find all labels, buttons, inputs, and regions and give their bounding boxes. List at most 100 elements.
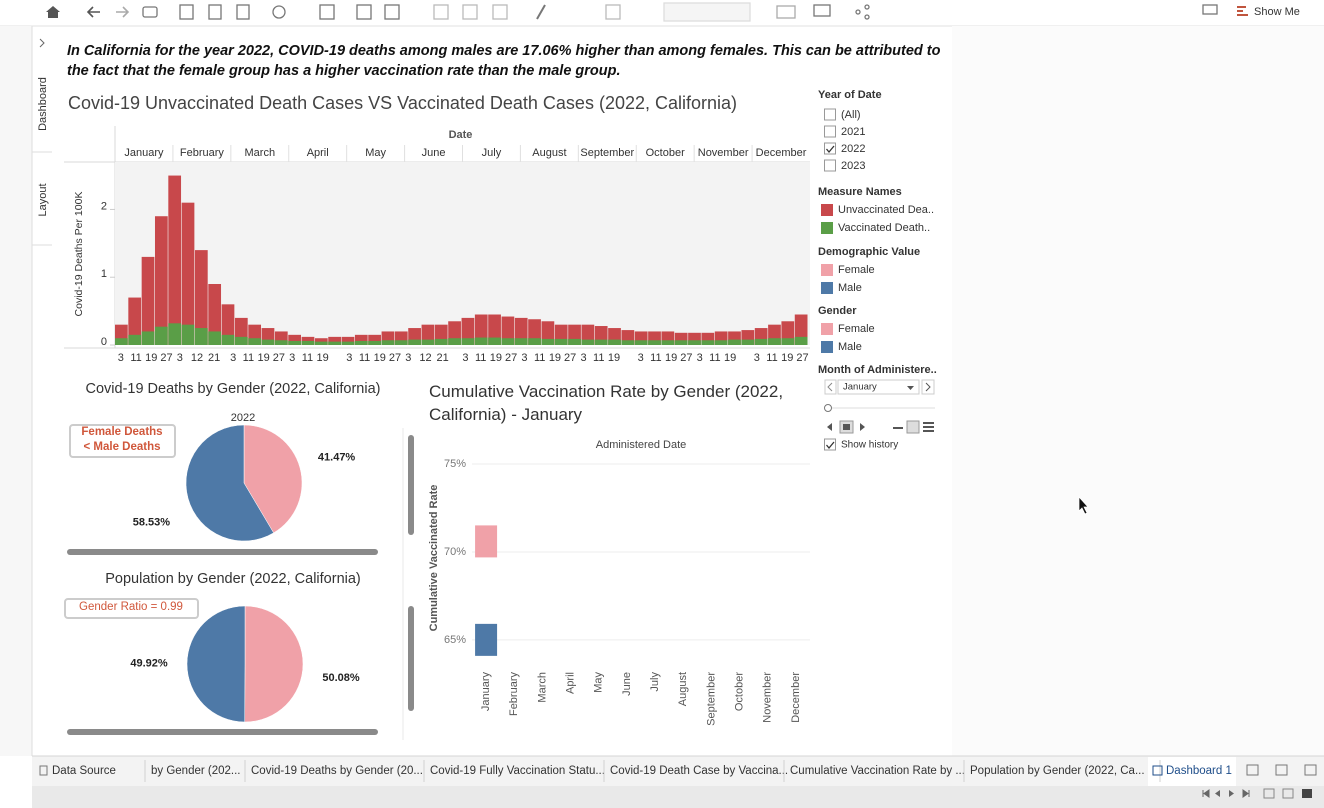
side-tab[interactable]: Dashboard <box>37 77 49 131</box>
x-axis-title: Administered Date <box>596 439 687 451</box>
chart-title: Cumulative Vaccination Rate by Gender (2… <box>429 382 784 424</box>
sheet-tab[interactable]: Population by Gender (2022, Ca... <box>970 765 1145 777</box>
sheet-tab[interactable]: Dashboard 1 <box>1166 765 1232 777</box>
bar <box>128 297 142 345</box>
expand-arrow[interactable] <box>39 38 45 48</box>
bar <box>314 341 328 345</box>
icon[interactable] <box>855 9 861 15</box>
view[interactable] <box>1263 788 1275 799</box>
show-me-icon[interactable] <box>1237 6 1248 16</box>
filter-option[interactable]: (All) <box>841 109 861 121</box>
speed[interactable] <box>923 422 934 424</box>
view[interactable] <box>1302 789 1312 798</box>
sheet-tab[interactable]: Covid-19 Fully Vaccination Statu... <box>430 765 605 777</box>
icon[interactable] <box>384 4 400 20</box>
x-tick-label: 19 <box>724 352 736 364</box>
show-me[interactable]: Show Me <box>1254 6 1300 18</box>
icon[interactable] <box>142 6 158 18</box>
new-sheet-button[interactable] <box>1275 764 1288 776</box>
bar <box>794 336 808 345</box>
back[interactable] <box>827 423 832 431</box>
v-scrollbar[interactable] <box>408 606 414 711</box>
icon[interactable] <box>433 4 449 20</box>
bar <box>741 339 755 345</box>
next-button[interactable] <box>921 379 935 395</box>
view[interactable] <box>1282 788 1294 799</box>
v-scrollbar[interactable] <box>408 435 414 535</box>
icon[interactable] <box>776 5 796 19</box>
icon[interactable] <box>319 4 335 20</box>
bar <box>115 338 128 345</box>
redo-icon[interactable] <box>116 6 130 18</box>
bar <box>461 338 475 345</box>
undo-icon[interactable] <box>86 6 100 18</box>
icon[interactable] <box>236 4 250 20</box>
icon[interactable] <box>536 4 546 20</box>
first[interactable] <box>1202 789 1210 798</box>
sheet-tab[interactable]: Covid-19 Death Case by Vaccina... <box>610 765 788 777</box>
bar <box>661 340 675 345</box>
bar <box>448 338 461 345</box>
icon[interactable] <box>208 4 222 20</box>
stop[interactable] <box>843 424 850 430</box>
home-icon[interactable] <box>46 6 60 18</box>
dropdown[interactable] <box>663 2 751 22</box>
legend-swatch <box>821 264 833 276</box>
x-tick-label: 11 <box>650 352 661 364</box>
icon[interactable] <box>492 4 508 20</box>
icon[interactable] <box>272 5 286 19</box>
sheet-tab[interactable]: Covid-19 Deaths by Gender (20... <box>251 765 423 777</box>
filter-option[interactable]: 2023 <box>841 160 865 172</box>
forward[interactable] <box>860 423 865 431</box>
x-tick-label: 11 <box>130 352 141 364</box>
prev[interactable] <box>1215 790 1220 797</box>
month-dropdown[interactable] <box>837 379 920 395</box>
icon[interactable] <box>864 14 870 20</box>
toolbar-icons <box>142 2 1218 22</box>
bar <box>354 334 368 345</box>
month-label: April <box>307 147 329 159</box>
tab-icon <box>39 765 48 776</box>
bar <box>488 337 501 345</box>
bar <box>714 340 728 345</box>
new-sheet-button[interactable] <box>1246 764 1259 776</box>
icon[interactable] <box>605 4 621 20</box>
checkbox[interactable] <box>824 159 836 172</box>
prev-button[interactable] <box>824 379 837 395</box>
speed[interactable] <box>906 420 920 434</box>
sheet-tab[interactable]: Cumulative Vaccination Rate by ... <box>790 765 965 777</box>
h-scrollbar[interactable] <box>67 549 378 555</box>
next[interactable] <box>1229 790 1234 797</box>
icon[interactable] <box>864 4 870 10</box>
bar <box>301 340 315 345</box>
filter-option[interactable]: 2022 <box>841 143 865 155</box>
speed[interactable] <box>923 426 934 428</box>
icon[interactable] <box>1202 4 1218 15</box>
checkbox[interactable] <box>824 125 836 138</box>
checkbox[interactable] <box>824 438 836 451</box>
icon[interactable] <box>462 4 478 20</box>
bar <box>354 340 368 345</box>
speed[interactable] <box>923 430 934 432</box>
sheet-tab[interactable]: Data Source <box>52 765 116 777</box>
slider-thumb[interactable] <box>824 404 832 412</box>
bar <box>728 339 741 345</box>
filter-option[interactable]: 2021 <box>841 126 865 138</box>
show-history[interactable]: Show history <box>841 440 898 451</box>
h-scrollbar[interactable] <box>67 729 378 735</box>
icon[interactable] <box>813 4 831 17</box>
checkbox[interactable] <box>824 142 836 155</box>
icon[interactable] <box>356 4 372 20</box>
new-sheet-button[interactable] <box>1304 764 1317 776</box>
last[interactable] <box>1242 789 1250 798</box>
y-tick-label: 0 <box>101 336 107 348</box>
bar <box>488 314 501 345</box>
x-tick-label: 11 <box>359 352 370 364</box>
x-tick-label: 3 <box>405 352 411 364</box>
checkbox[interactable] <box>824 108 836 121</box>
speed[interactable] <box>893 427 903 429</box>
sheet-tab[interactable]: by Gender (202... <box>151 765 241 777</box>
side-tab[interactable]: Layout <box>37 183 49 216</box>
icon[interactable] <box>179 4 194 20</box>
bar <box>581 339 595 345</box>
